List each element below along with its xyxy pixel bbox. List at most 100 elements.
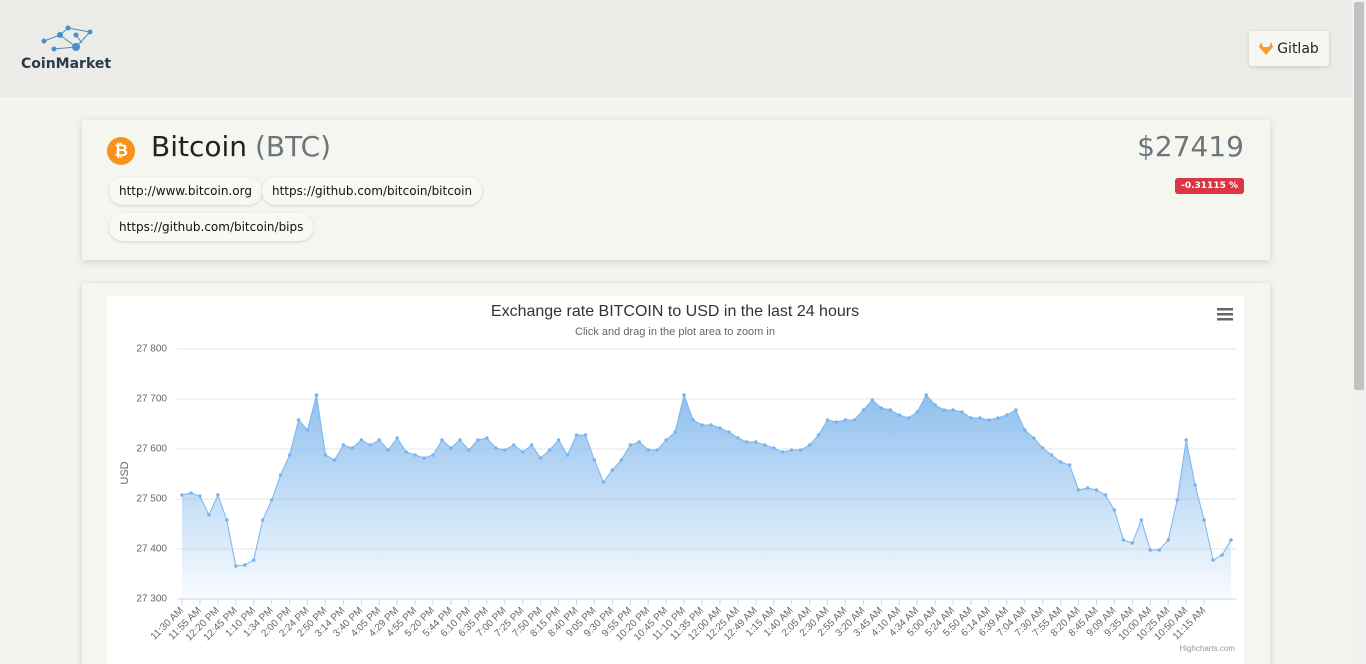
y-tick-label: 27 800 xyxy=(136,344,167,355)
data-point xyxy=(233,564,238,568)
brand[interactable]: CoinMarket xyxy=(21,56,112,72)
data-point xyxy=(314,393,319,397)
data-point xyxy=(718,426,722,430)
data-point xyxy=(494,446,498,450)
data-point xyxy=(1148,548,1153,552)
data-point xyxy=(996,416,1000,420)
data-point xyxy=(1005,413,1009,417)
data-point xyxy=(834,420,839,424)
data-point xyxy=(1220,553,1224,557)
data-point xyxy=(924,393,928,397)
data-point xyxy=(843,418,848,422)
area-line xyxy=(181,393,1232,567)
data-point xyxy=(565,453,570,457)
chart-subtitle: Click and drag in the plot area to zoom … xyxy=(575,326,775,338)
data-point xyxy=(915,410,919,414)
data-point xyxy=(852,418,857,422)
coin-name: Bitcoin xyxy=(151,130,248,163)
data-point xyxy=(377,438,382,442)
data-point xyxy=(691,418,695,422)
coin-symbol: (BTC) xyxy=(255,130,332,163)
data-point xyxy=(278,473,283,477)
data-point xyxy=(1031,436,1036,440)
coin-price: $27419 xyxy=(1137,130,1244,163)
data-point xyxy=(906,416,911,420)
data-point xyxy=(789,448,794,452)
chart-title: Exchange rate BITCOIN to USD in the last… xyxy=(491,303,859,320)
data-point xyxy=(287,453,292,457)
data-point xyxy=(664,438,668,442)
data-point xyxy=(709,423,713,427)
scrollbar-thumb[interactable] xyxy=(1354,2,1364,390)
chart-card: Exchange rate BITCOIN to USD in the last… xyxy=(82,283,1270,664)
data-point xyxy=(269,498,274,502)
data-point xyxy=(861,408,866,412)
data-point xyxy=(601,480,606,484)
data-point xyxy=(359,438,364,442)
y-tick-label: 27 400 xyxy=(136,544,167,555)
data-point xyxy=(386,448,391,452)
data-point xyxy=(529,443,534,447)
gitlab-button[interactable]: Gitlab xyxy=(1249,31,1329,66)
data-point xyxy=(1175,498,1180,502)
data-point xyxy=(485,436,489,440)
navbar: CoinMarket Gitlab xyxy=(0,0,1352,97)
menu-button[interactable] xyxy=(1217,308,1233,321)
data-point xyxy=(1211,558,1215,562)
data-point xyxy=(888,408,893,412)
data-point xyxy=(1121,538,1126,542)
gitlab-icon xyxy=(1259,42,1274,55)
coin-link[interactable]: https://github.com/bitcoin/bitcoin xyxy=(262,177,483,205)
data-point xyxy=(1022,428,1027,432)
data-point xyxy=(431,453,435,457)
data-point xyxy=(673,430,677,434)
data-point xyxy=(511,443,516,447)
data-point xyxy=(978,416,982,420)
data-point xyxy=(807,443,812,447)
data-point xyxy=(502,448,507,452)
data-point xyxy=(619,458,624,462)
data-point xyxy=(422,456,426,460)
data-point xyxy=(762,443,767,447)
data-point xyxy=(1229,538,1233,542)
data-point xyxy=(933,403,937,407)
data-point xyxy=(341,443,346,447)
data-point xyxy=(987,418,991,422)
data-point xyxy=(449,446,453,450)
coin-link[interactable]: https://github.com/bitcoin/bips xyxy=(109,213,314,241)
data-point xyxy=(1202,518,1206,522)
data-point xyxy=(1049,453,1054,457)
coin-icon: ₿ xyxy=(107,137,135,165)
data-point xyxy=(296,418,301,422)
price-change: -0.31115 % xyxy=(1175,178,1244,194)
data-point xyxy=(207,513,211,517)
data-point xyxy=(225,518,229,522)
data-point xyxy=(682,393,686,397)
data-point xyxy=(189,491,193,495)
scrollbar[interactable] xyxy=(1352,0,1366,664)
data-point xyxy=(1112,508,1117,512)
coin-link[interactable]: http://www.bitcoin.org xyxy=(109,177,262,205)
data-point xyxy=(1085,486,1090,490)
credits[interactable]: Highcharts.com xyxy=(1179,644,1235,653)
data-point xyxy=(897,413,902,417)
y-tick-label: 27 300 xyxy=(136,594,167,605)
data-point xyxy=(745,440,749,444)
data-point xyxy=(547,448,552,452)
data-point xyxy=(825,418,830,422)
data-point xyxy=(1040,446,1045,450)
data-point xyxy=(960,410,964,414)
data-point xyxy=(180,493,184,497)
data-point xyxy=(368,443,373,447)
data-point xyxy=(879,406,884,410)
data-point xyxy=(870,398,875,402)
data-point xyxy=(592,458,597,462)
data-point xyxy=(216,493,220,497)
data-point xyxy=(628,443,633,447)
data-point xyxy=(736,436,740,440)
data-point xyxy=(260,518,265,522)
data-point xyxy=(198,494,202,498)
data-point xyxy=(395,436,399,440)
data-point xyxy=(520,450,525,454)
coin-card: ₿ Bitcoin (BTC) $27419 -0.31115 % http:/… xyxy=(82,120,1270,260)
